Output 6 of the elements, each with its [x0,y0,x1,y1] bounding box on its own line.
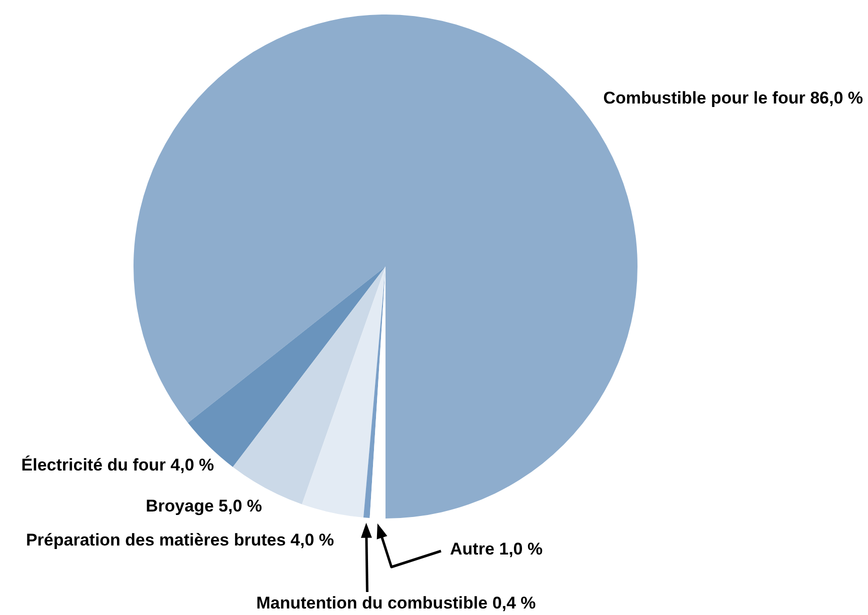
slice-label: Préparation des matières brutes 4,0 % [26,530,334,550]
slice-label: Électricité du four 4,0 % [21,454,214,474]
slice-label: Broyage 5,0 % [146,496,262,516]
slice-label: Manutention du combustible 0,4 % [256,594,536,612]
slice-label: Autre 1,0 % [450,540,543,558]
slice-label: Combustible pour le four 86,0 % [603,88,863,108]
